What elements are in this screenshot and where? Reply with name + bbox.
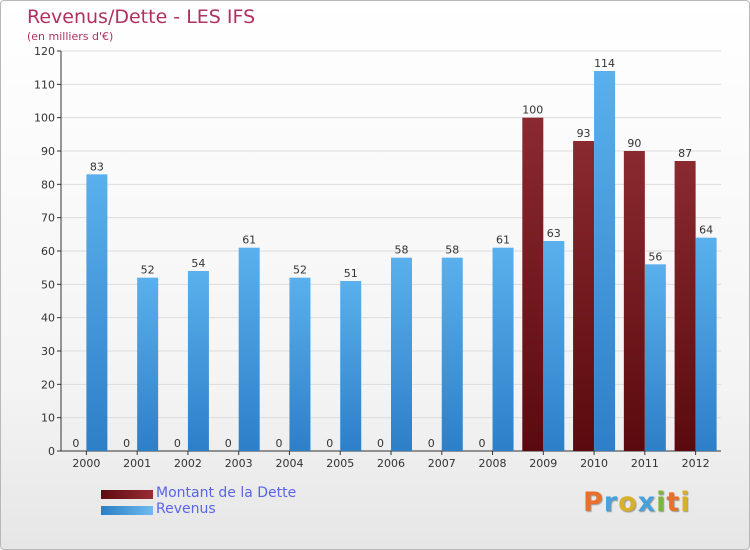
y-tick-label: 30: [41, 345, 55, 358]
data-label-dette: 87: [678, 147, 692, 160]
y-tick-label: 100: [34, 112, 55, 125]
bar-revenus: [86, 174, 108, 452]
brand-logo: Proxiti: [583, 487, 691, 518]
data-label-revenus: 61: [242, 234, 256, 247]
x-tick-label: 2007: [428, 457, 456, 470]
data-label-dette: 0: [479, 437, 486, 450]
y-tick-label: 120: [34, 45, 55, 58]
bar-revenus: [543, 241, 565, 451]
x-tick-label: 2010: [580, 457, 608, 470]
y-tick-label: 40: [41, 312, 55, 325]
bar-revenus: [441, 257, 463, 451]
bar-dette: [522, 117, 544, 452]
data-label-dette: 93: [577, 127, 591, 140]
data-label-dette: 0: [174, 437, 181, 450]
bar-revenus: [695, 237, 717, 451]
data-label-revenus: 52: [141, 264, 155, 277]
chart-subtitle: (en milliers d'€): [27, 30, 114, 43]
bar-revenus: [238, 247, 260, 451]
data-label-revenus: 54: [191, 257, 205, 270]
legend-swatch-revenus: [101, 506, 153, 515]
bar-revenus: [137, 277, 159, 451]
legend-label-revenus: Revenus: [156, 501, 216, 517]
y-tick-label: 110: [34, 78, 55, 91]
bar-dette: [623, 151, 645, 451]
x-tick-label: 2004: [275, 457, 303, 470]
bar-revenus: [289, 277, 311, 451]
y-tick-label: 10: [41, 412, 55, 425]
data-label-dette: 0: [123, 437, 130, 450]
data-label-dette: 0: [428, 437, 435, 450]
data-label-revenus: 52: [293, 264, 307, 277]
y-tick-label: 80: [41, 178, 55, 191]
data-label-dette: 0: [275, 437, 282, 450]
data-label-revenus: 51: [344, 267, 358, 280]
data-label-revenus: 58: [395, 244, 409, 257]
x-tick-label: 2009: [529, 457, 557, 470]
data-label-dette: 0: [377, 437, 384, 450]
data-label-revenus: 114: [594, 57, 615, 70]
bar-revenus: [187, 271, 209, 451]
data-label-dette: 0: [225, 437, 232, 450]
x-tick-label: 2011: [631, 457, 659, 470]
data-label-dette: 90: [627, 137, 641, 150]
x-tick-label: 2012: [682, 457, 710, 470]
y-tick-label: 50: [41, 278, 55, 291]
data-label-dette: 100: [522, 104, 543, 117]
bar-revenus: [644, 264, 666, 451]
x-tick-label: 2008: [479, 457, 507, 470]
x-tick-label: 2001: [123, 457, 151, 470]
data-label-dette: 0: [326, 437, 333, 450]
y-tick-label: 60: [41, 245, 55, 258]
data-label-revenus: 64: [699, 224, 713, 237]
x-tick-label: 2003: [225, 457, 253, 470]
x-tick-label: 2005: [326, 457, 354, 470]
bar-revenus: [340, 281, 362, 451]
bar-revenus: [594, 71, 616, 451]
x-tick-label: 2006: [377, 457, 405, 470]
data-label-revenus: 63: [547, 227, 561, 240]
bar-revenus: [391, 257, 412, 451]
data-label-dette: 0: [72, 437, 79, 450]
y-tick-label: 0: [48, 445, 55, 458]
bar-dette: [573, 141, 595, 451]
y-tick-label: 20: [41, 378, 55, 391]
data-label-revenus: 83: [90, 160, 104, 173]
data-label-revenus: 58: [445, 244, 459, 257]
data-label-revenus: 56: [648, 250, 662, 263]
chart-title: Revenus/Dette - LES IFS: [27, 6, 256, 28]
bar-dette: [674, 161, 696, 451]
legend-swatch-dette: [101, 490, 153, 499]
data-label-revenus: 61: [496, 234, 510, 247]
x-tick-label: 2000: [72, 457, 100, 470]
bar-revenus: [492, 247, 514, 451]
y-tick-label: 70: [41, 212, 55, 225]
x-tick-label: 2002: [174, 457, 202, 470]
legend-label-dette: Montant de la Dette: [156, 485, 297, 501]
y-tick-label: 90: [41, 145, 55, 158]
